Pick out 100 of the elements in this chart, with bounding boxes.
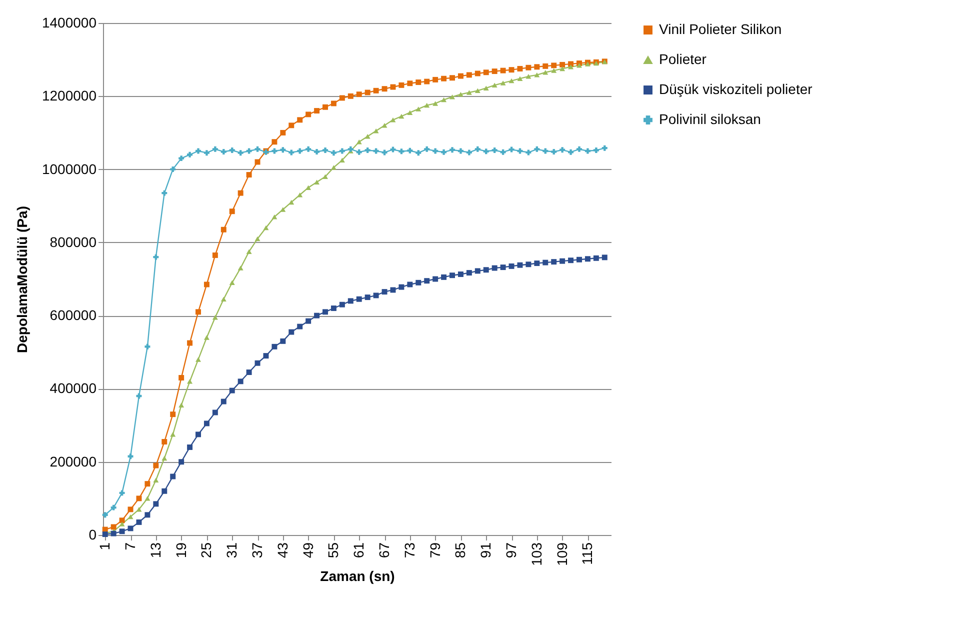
- point: [398, 284, 404, 290]
- point: [136, 519, 142, 525]
- point: [364, 90, 370, 96]
- point: [508, 67, 514, 73]
- point: [483, 86, 489, 90]
- point: [306, 112, 312, 118]
- point: [356, 139, 362, 144]
- x-tick-label: 43: [274, 542, 290, 558]
- point: [178, 402, 184, 408]
- legend-label: Polivinil siloksan: [659, 111, 761, 127]
- y-tick-label: 800000: [50, 234, 97, 250]
- x-tick-label: 37: [249, 542, 266, 558]
- point: [551, 259, 557, 265]
- point: [576, 63, 582, 68]
- y-tick-label: 600000: [50, 307, 97, 324]
- point: [246, 370, 252, 375]
- point: [424, 102, 430, 108]
- point: [568, 61, 574, 67]
- point: [416, 80, 422, 85]
- point: [593, 255, 599, 261]
- point: [450, 94, 455, 100]
- point: [238, 150, 244, 156]
- point: [187, 152, 193, 158]
- point: [356, 296, 362, 302]
- point: [517, 76, 523, 81]
- x-tick-label: 31: [224, 542, 240, 558]
- point: [144, 344, 150, 350]
- point: [500, 264, 506, 270]
- point: [407, 80, 413, 86]
- point: [212, 315, 218, 320]
- point: [542, 70, 548, 75]
- point: [330, 150, 336, 156]
- point: [288, 122, 294, 128]
- point: [204, 150, 210, 156]
- point: [560, 258, 566, 264]
- point: [508, 263, 514, 269]
- point: [196, 432, 201, 438]
- point: [492, 148, 498, 154]
- y-tick-label: 1400000: [42, 14, 97, 30]
- x-tick-label: 55: [325, 542, 342, 558]
- point: [178, 156, 184, 162]
- point: [204, 335, 210, 340]
- point: [272, 344, 278, 350]
- point: [314, 148, 320, 154]
- point: [500, 149, 506, 155]
- point: [170, 474, 176, 480]
- point: [196, 148, 201, 154]
- point: [196, 309, 201, 315]
- point: [162, 456, 168, 461]
- point: [441, 274, 447, 280]
- y-tick-label: 1000000: [42, 160, 97, 177]
- point: [432, 148, 438, 154]
- point: [254, 146, 260, 152]
- legend-label: Vinil Polieter Silikon: [659, 21, 782, 37]
- point: [280, 147, 286, 153]
- x-tick-label: 25: [198, 542, 214, 558]
- point: [407, 148, 413, 154]
- point: [390, 118, 396, 122]
- point: [153, 462, 159, 468]
- point: [534, 146, 540, 152]
- x-tick-label: 73: [401, 542, 418, 558]
- point: [508, 78, 514, 84]
- point: [280, 130, 286, 136]
- point: [466, 72, 472, 78]
- point: [144, 512, 150, 518]
- point: [526, 262, 532, 268]
- point: [474, 146, 480, 152]
- point: [136, 507, 142, 512]
- point: [568, 149, 574, 155]
- point: [551, 62, 557, 68]
- point: [110, 530, 116, 536]
- point: [382, 123, 388, 128]
- point: [196, 357, 201, 362]
- y-axis-title: DepolamaModülü (Pa): [14, 206, 30, 354]
- y-tick-label: 400000: [50, 380, 97, 396]
- point: [416, 106, 422, 112]
- point: [424, 278, 430, 284]
- point: [322, 309, 328, 315]
- point: [220, 398, 226, 404]
- point: [128, 454, 134, 460]
- point: [220, 148, 226, 154]
- point: [162, 190, 168, 196]
- point: [398, 82, 404, 88]
- x-tick-label: 7: [122, 542, 138, 550]
- point: [483, 148, 489, 154]
- point: [128, 526, 134, 532]
- point: [373, 88, 379, 94]
- x-tick-label: 1: [96, 542, 113, 550]
- point: [339, 95, 345, 101]
- point: [212, 146, 218, 152]
- point: [314, 108, 320, 114]
- point: [330, 100, 336, 106]
- point: [526, 150, 532, 156]
- point: [474, 88, 480, 94]
- point: [382, 150, 388, 156]
- point: [458, 92, 464, 97]
- y-tick-label: 200000: [50, 453, 97, 470]
- point: [119, 490, 125, 496]
- point: [272, 139, 278, 145]
- point: [272, 214, 278, 220]
